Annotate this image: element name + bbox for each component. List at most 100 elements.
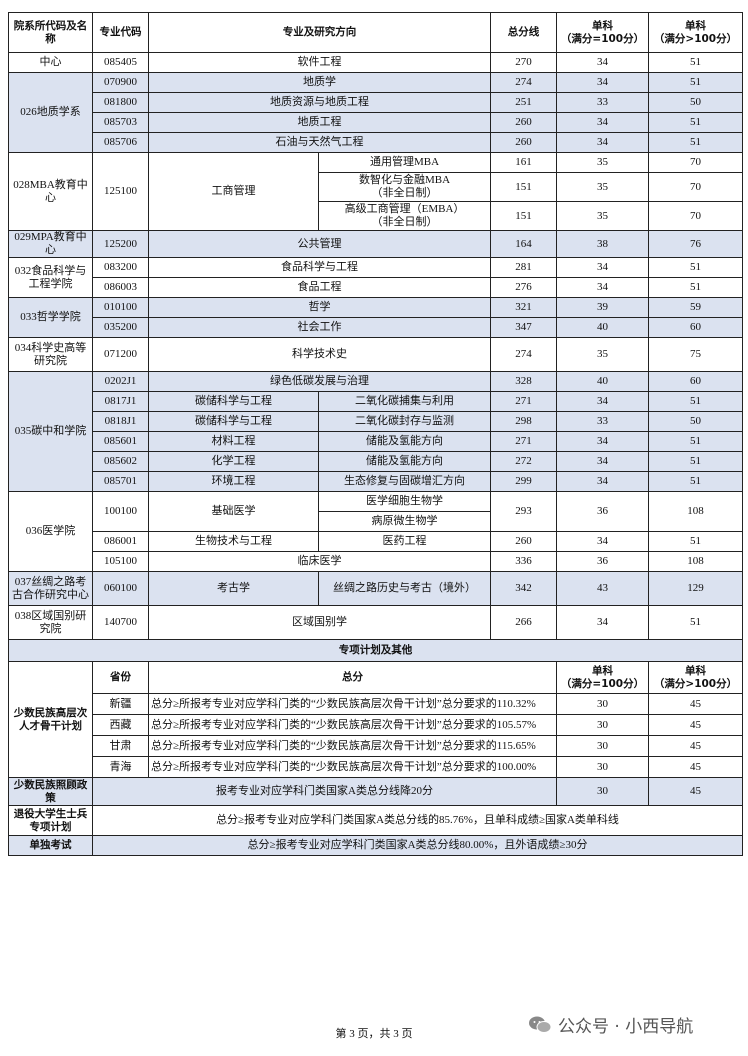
table-cell: 30 (556, 777, 649, 806)
table-cell: 028MBA教育中心 (8, 152, 93, 231)
table-cell: 总分≥报考专业对应学科门类国家A类总分线80.00%，且外语成绩≥30分 (92, 835, 743, 856)
table-row: 037丝绸之路考古合作研究中心 060100 考古学 丝绸之路历史与考古（境外） 342… (8, 571, 743, 606)
table-cell: 51 (648, 132, 743, 153)
table-cell: 035200 (92, 317, 149, 338)
table-cell: 二氧化碳封存与监测 (318, 411, 491, 432)
table-cell: 51 (648, 471, 743, 492)
table-cell: 60 (648, 317, 743, 338)
table-cell: 33 (556, 92, 649, 113)
table-row: 026地质学系 070900 地质学 274 34 51 (8, 72, 743, 153)
table-cell: 34 (556, 605, 649, 640)
table-cell: 34 (556, 531, 649, 552)
table-cell: 33 (556, 411, 649, 432)
table-cell: 086001 (92, 531, 149, 552)
table-cell: 272 (490, 451, 557, 472)
table-cell: 037丝绸之路考古合作研究中心 (8, 571, 93, 606)
table-cell: 生态修复与固碳增汇方向 (318, 471, 491, 492)
table-cell: 丝绸之路历史与考古（境外） (318, 571, 491, 606)
table-cell: 129 (648, 571, 743, 606)
table-cell: 271 (490, 391, 557, 412)
table-row: 少数民族高层次人才骨干计划 省份 总分 单科 （满分=100分） 单科 （满分>100分… (8, 661, 743, 778)
header-cell: 单科 （满分=100分） (556, 12, 649, 53)
table-row: 院系所代码及名称 专业代码 专业及研究方向 总分线 单科 （满分=100分） 单科 （满分… (8, 12, 743, 53)
table-cell: 029MPA教育中心 (8, 230, 93, 258)
table-cell: 新疆 (92, 693, 149, 715)
table-cell: 45 (648, 693, 743, 715)
table-cell: 033哲学学院 (8, 297, 93, 338)
table-cell: 45 (648, 714, 743, 736)
table-cell: 少数民族照顾政策 (8, 777, 93, 806)
table-cell: 342 (490, 571, 557, 606)
table-cell: 276 (490, 277, 557, 298)
table-cell: 51 (648, 112, 743, 133)
table-row: 035碳中和学院 0202J1 绿色低碳发展与治理 328 40 60 (8, 371, 743, 492)
table-cell: 石油与天然气工程 (148, 132, 491, 153)
table-cell: 081800 (92, 92, 149, 113)
header-cell: 总分线 (490, 12, 557, 53)
table-cell: 164 (490, 230, 557, 258)
table-cell: 035碳中和学院 (8, 371, 93, 492)
table-row: 029MPA教育中心 125200 公共管理 164 38 76 (8, 230, 743, 258)
table-cell: 总分≥所报考专业对应学科门类的“少数民族高层次骨干计划”总分要求的115.65% (148, 735, 557, 757)
table-cell: 151 (490, 201, 557, 231)
table-cell: 34 (556, 277, 649, 298)
table-cell: 299 (490, 471, 557, 492)
table-cell: 34 (556, 391, 649, 412)
table-row: 单独考试 总分≥报考专业对应学科门类国家A类总分线80.00%，且外语成绩≥30分 (8, 835, 743, 856)
table-row: 数智化与金融MBA （非全日制） 151 35 70 (9, 172, 743, 202)
table-cell: 34 (556, 112, 649, 133)
table-cell: 36 (556, 551, 649, 572)
table-cell: 35 (556, 152, 649, 173)
table-cell: 单独考试 (8, 835, 93, 856)
table-tbody: 院系所代码及名称 专业代码 专业及研究方向 总分线 单科 （满分=100分） 单科 （满分… (8, 12, 743, 856)
table-cell: 070900 (92, 72, 149, 93)
table-cell: 科学技术史 (148, 337, 491, 372)
table-cell: 50 (648, 411, 743, 432)
table-row: 086001 生物技术与工程 医药工程 260 34 51 (9, 531, 743, 552)
table-row: 西藏 总分≥所报考专业对应学科门类的“少数民族高层次骨干计划”总分要求的105.5… (9, 714, 743, 736)
table-cell: 38 (556, 230, 649, 258)
table-cell: 医药工程 (318, 531, 491, 552)
table-row: 086003 食品工程 276 34 51 (9, 277, 743, 298)
table-cell: 总分≥报考专业对应学科门类国家A类总分线的85.76%，且单科成绩≥国家A类单科… (92, 805, 743, 836)
table-cell: 35 (556, 201, 649, 231)
table-cell: 食品工程 (148, 277, 491, 298)
table-cell: 公共管理 (148, 230, 491, 258)
table-cell: 34 (556, 471, 649, 492)
table-cell: 151 (490, 172, 557, 202)
table-cell: 336 (490, 551, 557, 572)
table-cell: 二氧化碳捕集与利用 (318, 391, 491, 412)
table-row: 105100 临床医学 336 36 108 (9, 551, 743, 572)
table-row: 青海 总分≥所报考专业对应学科门类的“少数民族高层次骨干计划”总分要求的100.0… (9, 756, 743, 778)
table-cell: 储能及氢能方向 (318, 451, 491, 472)
table-row: 少数民族照顾政策 报考专业对应学科门类国家A类总分线降20分 30 45 (8, 777, 743, 806)
table-cell: 报考专业对应学科门类国家A类总分线降20分 (92, 777, 557, 806)
table-cell: 108 (648, 491, 743, 532)
table-cell: 70 (648, 172, 743, 202)
table-cell: 碳储科学与工程 (148, 411, 319, 432)
table-cell: 51 (648, 451, 743, 472)
table-cell: 地质学 (148, 72, 491, 93)
table-row: 035200 社会工作 347 40 60 (9, 317, 743, 338)
table-cell: 032食品科学与工程学院 (8, 257, 93, 298)
table-row: 081800 地质资源与地质工程 251 33 50 (9, 92, 743, 113)
wechat-icon (529, 1016, 552, 1033)
table-cell: 071200 (92, 337, 149, 372)
table-cell: 西藏 (92, 714, 149, 736)
table-cell: 甘肃 (92, 735, 149, 757)
table-row: 036医学院 100100 基础医学 医学细胞生物学 293 36 108 (8, 491, 743, 572)
table-cell: 260 (490, 531, 557, 552)
table-cell: 010100 (92, 297, 149, 318)
table-cell: 34 (556, 52, 649, 73)
table-cell: 青海 (92, 756, 149, 778)
table-cell: 30 (556, 714, 649, 736)
table-cell: 036医学院 (8, 491, 93, 572)
table-cell: 51 (648, 605, 743, 640)
table-cell: 281 (490, 257, 557, 278)
table-row: 0817J1 碳储科学与工程 二氧化碳捕集与利用 271 34 51 (9, 391, 743, 412)
table-cell: 40 (556, 371, 649, 392)
header-cell: 专项计划及其他 (8, 639, 743, 662)
table-cell: 347 (490, 317, 557, 338)
table-cell: 病原微生物学 (318, 511, 491, 532)
table-row: 085602 化学工程 储能及氢能方向 272 34 51 (9, 451, 743, 472)
